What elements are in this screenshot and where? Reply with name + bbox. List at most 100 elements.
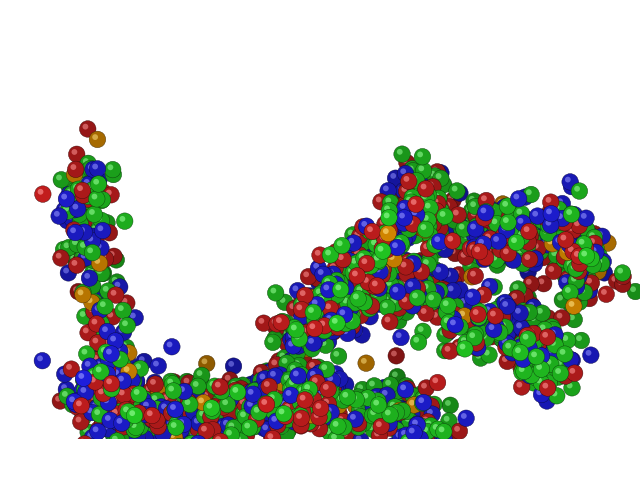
Circle shape (92, 255, 108, 272)
Circle shape (131, 377, 137, 383)
Circle shape (576, 242, 593, 258)
Circle shape (302, 387, 319, 404)
Circle shape (94, 265, 111, 282)
Circle shape (122, 384, 127, 390)
Circle shape (443, 300, 449, 306)
Circle shape (524, 342, 529, 348)
Circle shape (179, 409, 185, 415)
Circle shape (268, 357, 285, 373)
Circle shape (386, 251, 392, 256)
Circle shape (331, 392, 337, 398)
Circle shape (355, 268, 371, 285)
Circle shape (472, 222, 477, 228)
Circle shape (526, 370, 532, 376)
Circle shape (305, 304, 322, 321)
Circle shape (367, 287, 373, 292)
Circle shape (119, 390, 125, 396)
Circle shape (394, 207, 410, 224)
Circle shape (120, 384, 127, 390)
Circle shape (405, 407, 411, 413)
Circle shape (300, 410, 306, 416)
Circle shape (414, 291, 420, 297)
Circle shape (371, 272, 387, 288)
Circle shape (550, 249, 566, 265)
Circle shape (424, 432, 430, 438)
Circle shape (108, 252, 125, 268)
Circle shape (615, 268, 632, 285)
Circle shape (291, 324, 297, 330)
Circle shape (243, 387, 249, 393)
Circle shape (245, 386, 262, 403)
Circle shape (391, 402, 408, 419)
Circle shape (328, 303, 333, 309)
Circle shape (358, 218, 375, 234)
Circle shape (396, 182, 412, 199)
Circle shape (332, 294, 348, 310)
Circle shape (400, 390, 406, 396)
Circle shape (166, 342, 172, 348)
Circle shape (527, 354, 534, 360)
Circle shape (285, 397, 302, 414)
Circle shape (430, 290, 436, 296)
Circle shape (565, 222, 582, 239)
Circle shape (520, 339, 525, 346)
Circle shape (545, 359, 551, 365)
Circle shape (368, 424, 374, 430)
Circle shape (246, 403, 262, 419)
Circle shape (100, 388, 116, 405)
Circle shape (100, 301, 106, 307)
Circle shape (536, 215, 553, 231)
Circle shape (300, 384, 317, 401)
Circle shape (407, 228, 424, 244)
Circle shape (66, 222, 82, 238)
Circle shape (373, 262, 390, 279)
Circle shape (126, 407, 143, 424)
Circle shape (385, 227, 390, 232)
Circle shape (102, 362, 108, 368)
Circle shape (66, 166, 83, 183)
Circle shape (93, 313, 99, 319)
Circle shape (426, 403, 432, 408)
Circle shape (411, 257, 417, 263)
Circle shape (388, 404, 404, 421)
Circle shape (120, 423, 137, 440)
Circle shape (84, 273, 90, 279)
Circle shape (418, 326, 424, 332)
Circle shape (495, 325, 500, 331)
Circle shape (290, 338, 307, 354)
Circle shape (426, 297, 432, 303)
Circle shape (520, 358, 525, 363)
Circle shape (404, 420, 410, 426)
Circle shape (499, 230, 504, 236)
Circle shape (492, 241, 509, 258)
Circle shape (557, 249, 574, 265)
Circle shape (306, 359, 323, 375)
Circle shape (365, 252, 382, 269)
Circle shape (481, 303, 498, 320)
Circle shape (106, 427, 112, 432)
Circle shape (204, 469, 210, 475)
Circle shape (469, 332, 475, 338)
Circle shape (70, 181, 86, 197)
Circle shape (297, 381, 314, 398)
Circle shape (454, 466, 470, 480)
Circle shape (323, 384, 329, 390)
Circle shape (345, 264, 362, 281)
Circle shape (374, 389, 390, 405)
Circle shape (522, 312, 527, 317)
Circle shape (62, 391, 68, 397)
Circle shape (447, 298, 464, 314)
Circle shape (211, 395, 228, 411)
Circle shape (312, 326, 329, 342)
Circle shape (567, 239, 573, 244)
Circle shape (365, 398, 381, 415)
Circle shape (154, 458, 159, 464)
Circle shape (492, 246, 498, 252)
Circle shape (173, 420, 189, 437)
Circle shape (554, 204, 571, 220)
Circle shape (303, 337, 309, 343)
Circle shape (399, 298, 405, 304)
Circle shape (417, 266, 422, 272)
Circle shape (396, 219, 402, 225)
Circle shape (282, 339, 288, 345)
